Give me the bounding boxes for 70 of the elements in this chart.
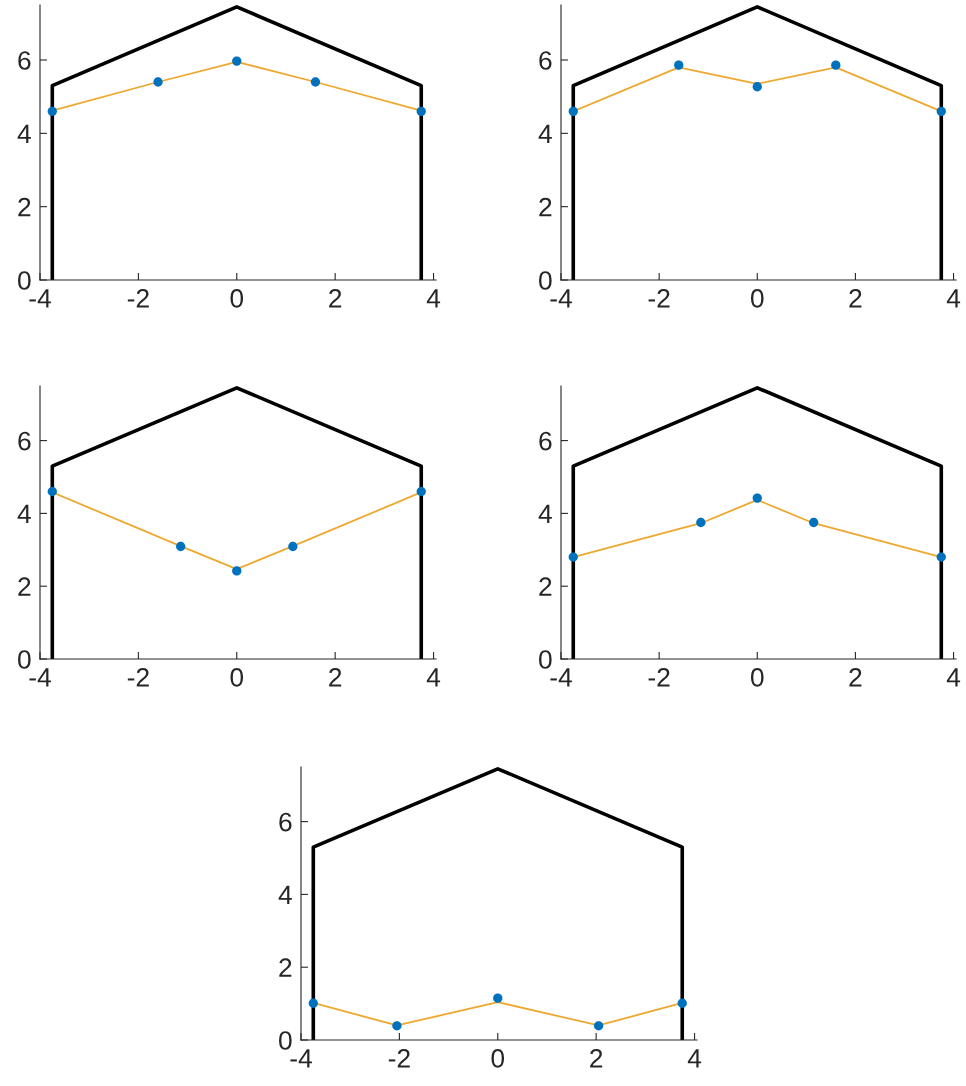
y-tick-label: 4: [17, 504, 31, 523]
y-tick-label: 6: [539, 51, 552, 70]
y-tick-label: 6: [18, 51, 31, 70]
y-tick-label: 4: [538, 504, 552, 523]
x-tick-label: 4: [426, 668, 441, 687]
x-tick-label: 0: [230, 289, 244, 308]
x-tick-label: -2: [648, 289, 670, 308]
point: [308, 998, 318, 1008]
x-tick-label: 0: [750, 668, 764, 687]
y-tick-label: 6: [279, 812, 292, 832]
point: [831, 60, 841, 70]
x-tick-label: 4: [426, 289, 441, 308]
point: [936, 106, 946, 116]
point: [593, 1021, 604, 1031]
x-tick-label: -4: [290, 1049, 312, 1068]
x-tick-label: -2: [388, 1049, 410, 1068]
point: [416, 106, 426, 116]
point: [288, 541, 298, 552]
x-tick-label: -4: [550, 668, 572, 687]
point: [232, 56, 242, 66]
point: [809, 517, 819, 528]
y-tick-label: 2: [279, 958, 292, 977]
x-tick-label: 0: [491, 1049, 505, 1068]
x-tick-label: -2: [127, 668, 149, 687]
y-tick-label: 0: [539, 650, 552, 669]
y-tick-label: 2: [539, 197, 552, 217]
x-tick-label: 2: [329, 289, 342, 308]
point: [568, 106, 578, 116]
point: [310, 77, 321, 87]
y-tick-label: 0: [279, 1031, 292, 1050]
y-tick-label: 4: [538, 124, 552, 143]
x-tick-label: -2: [648, 668, 670, 687]
x-tick-label: 0: [750, 289, 764, 308]
x-tick-label: 4: [946, 289, 961, 308]
y-tick-label: 6: [539, 431, 552, 451]
x-tick-label: -2: [127, 289, 149, 308]
y-tick-label: 4: [278, 885, 292, 904]
point: [392, 1021, 402, 1031]
point: [416, 486, 426, 497]
x-tick-label: 4: [946, 668, 961, 687]
y-tick-label: 0: [539, 271, 552, 290]
x-tick-label: 2: [590, 1049, 603, 1068]
y-tick-label: 6: [18, 431, 31, 451]
point: [752, 82, 762, 92]
x-tick-label: 2: [329, 668, 342, 687]
point: [677, 998, 687, 1008]
x-tick-label: 2: [849, 668, 862, 687]
x-tick-label: -4: [550, 289, 572, 308]
point: [696, 517, 706, 528]
y-tick-label: 0: [18, 271, 31, 290]
y-tick-label: 0: [18, 650, 31, 669]
point: [47, 106, 57, 116]
x-tick-label: 4: [687, 1049, 702, 1068]
x-tick-label: 2: [849, 289, 862, 308]
y-tick-label: 4: [17, 124, 31, 143]
y-tick-label: 2: [18, 577, 31, 596]
x-tick-label: 0: [230, 668, 244, 687]
y-tick-label: 2: [18, 197, 31, 217]
x-tick-label: -4: [29, 289, 51, 308]
x-tick-label: -4: [29, 668, 51, 687]
point: [752, 493, 762, 503]
point: [568, 552, 578, 562]
point: [674, 60, 684, 70]
y-tick-label: 2: [539, 577, 552, 596]
point: [493, 993, 503, 1003]
point: [153, 77, 163, 87]
point: [232, 566, 242, 576]
point: [936, 552, 946, 562]
point: [176, 541, 186, 552]
point: [47, 486, 57, 497]
